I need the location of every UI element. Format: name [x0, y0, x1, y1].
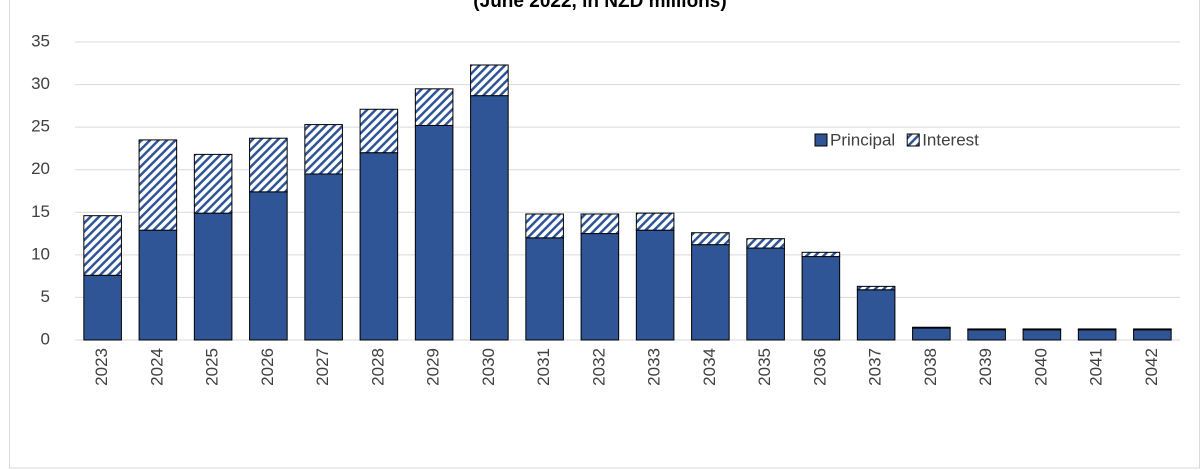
y-tick-label: 35	[31, 31, 50, 50]
legend-label: Interest	[922, 130, 979, 149]
bar-segment	[691, 232, 730, 246]
bar-segment	[359, 108, 399, 154]
bar-segment	[1133, 328, 1172, 331]
bar-segment	[193, 153, 233, 214]
y-tick-label: 15	[31, 202, 50, 221]
bar-segment	[470, 64, 509, 97]
bar-segment	[635, 212, 675, 231]
x-tick-label: 2032	[589, 348, 608, 386]
x-tick-label: 2036	[810, 348, 829, 386]
bar-segment	[304, 173, 343, 341]
bar-segment	[801, 251, 841, 258]
bar-segment	[1022, 328, 1062, 331]
y-tick-label: 10	[31, 244, 50, 263]
y-tick-label: 25	[31, 117, 50, 136]
bar-segment	[746, 247, 785, 341]
bar-segment	[359, 152, 399, 341]
chart-border	[9, 0, 1200, 469]
x-tick-label: 2038	[921, 348, 940, 386]
bar-segment	[525, 213, 564, 239]
bar-segment	[1077, 328, 1117, 331]
x-tick-label: 2028	[368, 348, 387, 386]
legend-swatch	[814, 133, 828, 147]
x-tick-label: 2027	[313, 348, 332, 386]
y-tick-label: 5	[41, 287, 50, 306]
bar-segment	[967, 328, 1006, 331]
y-tick-label: 30	[31, 74, 50, 93]
bar-segment	[1133, 329, 1172, 341]
y-tick-label: 0	[41, 329, 50, 348]
bar-segment	[912, 326, 951, 329]
bar-segment	[414, 124, 454, 341]
bar-segment	[249, 191, 288, 341]
x-tick-label: 2023	[92, 348, 111, 386]
x-tick-label: 2026	[258, 348, 277, 386]
bar-segment	[1022, 329, 1062, 341]
x-tick-label: 2042	[1142, 348, 1161, 386]
chart-title: (June 2022, in NZD millions)	[473, 0, 726, 12]
bar-segment	[691, 244, 730, 341]
bar-segment	[580, 213, 620, 235]
bar-segment	[801, 256, 841, 341]
x-tick-label: 2031	[534, 348, 553, 386]
bar-segment	[304, 124, 343, 175]
bar-segment	[856, 289, 896, 341]
x-tick-label: 2039	[976, 348, 995, 386]
x-tick-label: 2029	[424, 348, 443, 386]
bar-segment	[83, 215, 122, 276]
bar-segment	[414, 88, 454, 126]
bar-segment	[967, 329, 1006, 341]
x-tick-label: 2040	[1031, 348, 1050, 386]
bar-segment	[249, 137, 288, 193]
bar-segment	[580, 233, 620, 341]
x-tick-label: 2041	[1087, 348, 1106, 386]
x-tick-label: 2030	[479, 348, 498, 386]
x-tick-label: 2025	[203, 348, 222, 386]
bar-segment	[912, 327, 951, 341]
bar-segment	[856, 285, 896, 291]
x-tick-label: 2034	[700, 348, 719, 386]
bar-segment	[138, 139, 178, 231]
x-tick-label: 2033	[645, 348, 664, 386]
bar-segment	[138, 229, 178, 341]
bar-segment	[83, 274, 122, 341]
x-tick-label: 2035	[755, 348, 774, 386]
bar-segment	[193, 212, 233, 341]
bar-segment	[635, 229, 675, 341]
y-tick-label: 20	[31, 159, 50, 178]
legend-swatch	[906, 133, 920, 147]
x-tick-label: 2024	[147, 348, 166, 386]
bar-segment	[525, 237, 564, 341]
bar-segment	[1077, 329, 1117, 341]
legend-label: Principal	[830, 130, 895, 149]
bar-segment	[470, 95, 509, 341]
x-tick-label: 2037	[866, 348, 885, 386]
bar-segment	[746, 238, 785, 249]
